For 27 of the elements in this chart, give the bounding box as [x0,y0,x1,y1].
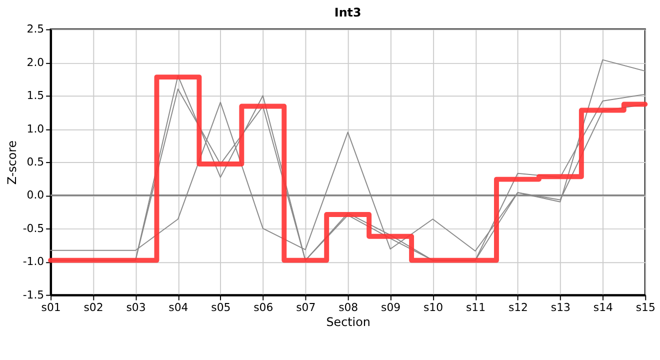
x-tick-label: s15 [636,301,656,314]
x-tick-label: s01 [41,301,61,314]
y-tick-label: 2.0 [26,56,44,69]
x-tick-label: s02 [84,301,104,314]
x-axis-title: Section [326,315,370,330]
x-tick-label: s06 [254,301,274,314]
y-tick-label: 0.0 [26,188,44,202]
x-tick-label: s14 [593,301,613,314]
y-tick-label: 1.0 [26,122,44,136]
x-tick-label: s12 [508,301,528,314]
x-tick-label: s07 [296,301,316,314]
x-tick-label: s03 [126,301,146,314]
x-tick-label: s10 [424,301,444,314]
y-tick-label: -0.5 [22,222,44,235]
x-tick-label: s09 [381,301,401,314]
x-tick-label: s05 [211,301,231,314]
y-tick-label: 1.5 [26,89,44,102]
y-tick-label: 2.5 [26,22,44,36]
y-tick-label: -1.5 [22,288,44,302]
y-tick-label: -1.0 [22,255,44,268]
y-axis-title: Z-score [4,140,19,185]
x-tick-label: s08 [338,301,358,314]
chart-title: Int3 [334,5,362,20]
y-tick-label: 0.5 [26,156,44,169]
x-tick-label: s04 [168,301,188,314]
x-tick-label: s11 [466,301,486,314]
x-tick-label: s13 [550,301,571,314]
